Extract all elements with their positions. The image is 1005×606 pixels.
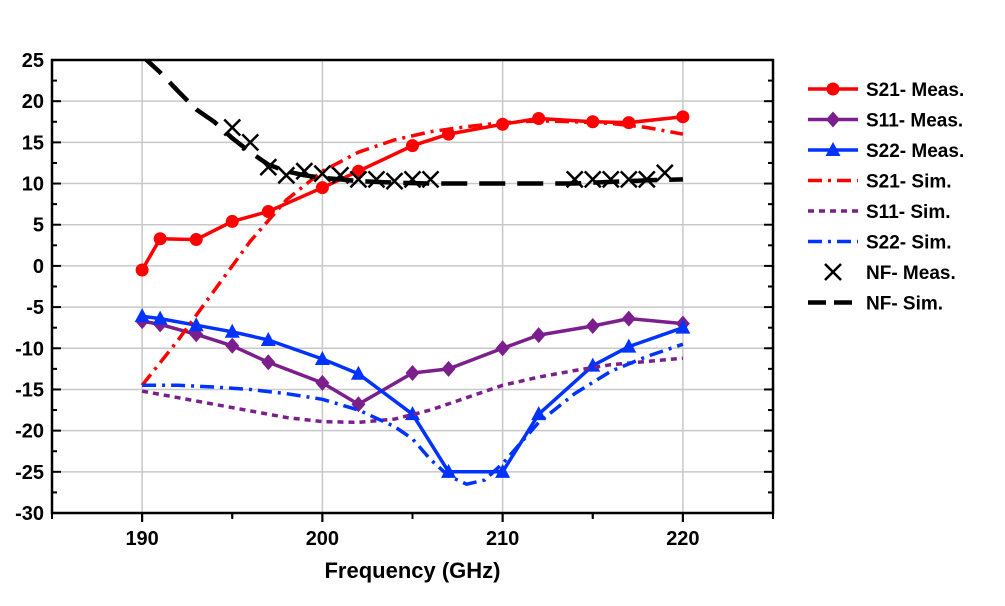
data-point-s11-meas — [495, 340, 510, 357]
data-point-nf-meas — [277, 166, 296, 185]
series-line-nf-sim — [143, 60, 683, 186]
data-point-nf-meas — [619, 170, 638, 189]
legend-label-s22-meas: S22- Meas. — [866, 141, 964, 162]
grid — [52, 59, 773, 514]
series-nf-meas — [223, 118, 674, 190]
y-tick-label: 20 — [22, 91, 44, 113]
data-point-s22-meas — [531, 406, 547, 421]
legend-item-s21-meas: S21- Meas. — [808, 80, 964, 101]
series-line-s11-sim — [141, 356, 684, 425]
series-line-s21-meas — [140, 115, 684, 271]
series-line-s21-sim — [140, 119, 684, 387]
series-line-s22-meas — [141, 314, 684, 474]
data-point-s11-meas — [225, 337, 240, 354]
legend: S21- Meas. S11- Meas. S22- Meas. S21- Sim. S… — [808, 80, 964, 315]
data-point-nf-meas — [385, 172, 404, 190]
y-tick-label: -5 — [26, 297, 44, 319]
data-point-s11-meas — [531, 327, 546, 344]
data-point-s11-meas — [441, 360, 456, 377]
ticks — [51, 59, 774, 522]
series-s11-meas — [135, 310, 690, 413]
legend-label-s11-meas: S11- Meas. — [866, 111, 963, 132]
series-s21-sim — [140, 119, 684, 387]
data-point-s21-meas — [315, 181, 329, 195]
data-point-s11-meas — [621, 310, 636, 327]
data-point-s22-meas — [152, 310, 168, 325]
series-line-s22-sim — [142, 342, 684, 486]
legend-item-s22-sim: S22- Sim. — [808, 233, 952, 254]
y-tick-label: 15 — [22, 132, 44, 154]
data-point-s21-meas — [153, 232, 167, 246]
legend-label-s11-sim: S11- Sim. — [866, 202, 951, 223]
y-tick-label: -10 — [15, 338, 44, 360]
data-point-s22-meas — [350, 365, 366, 380]
data-point-s21-meas — [532, 111, 546, 125]
x-tick-label: 220 — [666, 528, 699, 550]
data-point-s21-meas — [189, 233, 203, 247]
legend-item-s11-meas: S11- Meas. — [808, 111, 963, 132]
data-point-s22-meas — [621, 338, 637, 353]
x-tick-label: 200 — [306, 528, 339, 550]
legend-marker-s11-meas — [826, 111, 840, 128]
legend-label-nf-meas: NF- Meas. — [866, 263, 956, 284]
tick-labels: 190 200 210 220 -30 -25 -20 -15 -10 -5 0 5 10 15 20 25 — [15, 50, 699, 550]
legend-marker-nf-meas — [824, 263, 842, 281]
legend-label-s22-sim: S22- Sim. — [866, 233, 952, 254]
legend-marker-s22-meas — [825, 142, 841, 156]
data-point-nf-meas — [583, 170, 602, 189]
y-tick-label: -20 — [15, 421, 44, 443]
data-point-nf-meas — [601, 170, 620, 189]
data-point-s21-meas — [225, 214, 239, 228]
legend-item-s21-sim: S21- Sim. — [808, 172, 952, 193]
data-point-s22-meas — [188, 317, 204, 332]
data-point-s21-meas — [676, 110, 690, 124]
data-point-s22-meas — [224, 323, 240, 338]
data-point-nf-meas — [349, 170, 368, 189]
legend-label-nf-sim: NF- Sim. — [866, 294, 943, 315]
series-s11-sim — [141, 356, 684, 425]
series-s22-sim — [142, 342, 684, 486]
legend-label-s21-meas: S21- Meas. — [866, 80, 964, 101]
data-point-s22-meas — [260, 332, 276, 347]
legend-item-nf-sim: NF- Sim. — [808, 294, 943, 315]
y-tick-label: -30 — [15, 503, 44, 525]
data-point-s11-meas — [405, 364, 420, 381]
y-tick-label: 25 — [22, 50, 44, 72]
data-point-s22-meas — [314, 350, 330, 365]
data-point-s22-meas — [134, 308, 150, 323]
data-point-s11-meas — [315, 374, 330, 391]
data-point-s11-meas — [585, 318, 600, 335]
plot-frame — [50, 58, 775, 515]
series-line-s11-meas — [141, 316, 684, 407]
series-nf-sim — [143, 60, 683, 186]
x-tick-label: 190 — [125, 528, 158, 550]
x-axis-title: Frequency (GHz) — [324, 558, 500, 583]
series-s22-meas — [134, 308, 691, 478]
legend-marker-s21-meas — [826, 82, 840, 96]
y-tick-label: -25 — [15, 462, 44, 484]
data-point-nf-meas — [367, 170, 386, 189]
y-tick-label: -15 — [15, 379, 44, 401]
data-point-s22-meas — [495, 463, 511, 478]
x-tick-label: 210 — [486, 528, 519, 550]
series-s21-meas — [135, 110, 690, 277]
y-tick-label: 0 — [33, 256, 44, 278]
data-point-s22-meas — [675, 319, 691, 334]
legend-item-nf-meas: NF- Meas. — [824, 263, 956, 284]
legend-label-s21-sim: S21- Sim. — [866, 172, 952, 193]
y-tick-label: 10 — [22, 174, 44, 196]
legend-item-s22-meas: S22- Meas. — [808, 141, 964, 162]
series-layer — [134, 60, 691, 486]
legend-item-s11-sim: S11- Sim. — [808, 202, 951, 223]
data-point-s21-meas — [135, 263, 149, 277]
y-tick-label: 5 — [33, 215, 44, 237]
data-point-s11-meas — [261, 354, 276, 371]
data-point-s21-meas — [406, 139, 419, 153]
